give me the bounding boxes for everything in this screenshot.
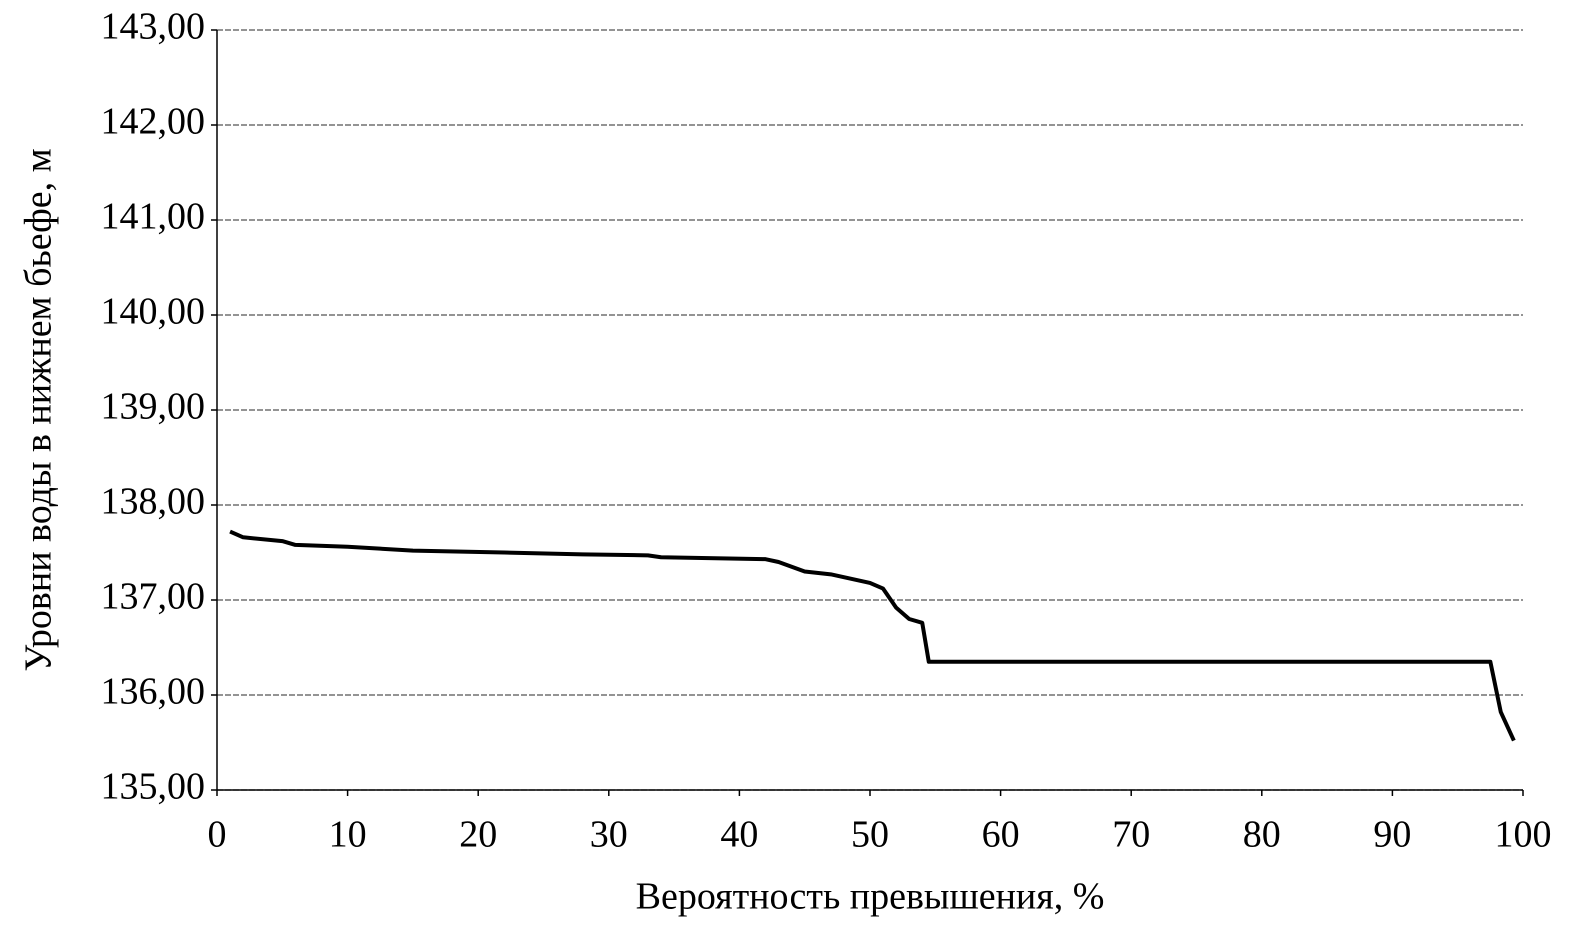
x-tick-label: 70: [1112, 814, 1150, 856]
y-tick-label: 135,00: [101, 766, 206, 808]
y-tick-label: 140,00: [101, 291, 206, 333]
x-tick-label: 50: [851, 814, 889, 856]
x-tick-label: 80: [1243, 814, 1281, 856]
y-axis-label: Уровни воды в нижнем бьефе, м: [18, 148, 60, 671]
x-tick-label: 0: [208, 814, 227, 856]
x-tick-label: 60: [982, 814, 1020, 856]
x-tick-label: 40: [720, 814, 758, 856]
y-tick-label: 143,00: [101, 6, 206, 48]
y-tick-label: 142,00: [101, 101, 206, 143]
x-tick-label: 100: [1495, 814, 1552, 856]
x-tick-label: 90: [1373, 814, 1411, 856]
x-tick-label: 30: [590, 814, 628, 856]
y-tick-label: 139,00: [101, 386, 206, 428]
x-tick-label: 20: [459, 814, 497, 856]
y-tick-label: 138,00: [101, 481, 206, 523]
y-tick-label: 136,00: [101, 671, 206, 713]
x-axis-label: Вероятность превышения, %: [636, 876, 1105, 918]
y-tick-label: 137,00: [101, 576, 206, 618]
x-tick-label: 10: [329, 814, 367, 856]
data-line: [229, 529, 1516, 742]
y-tick-label: 141,00: [101, 196, 206, 238]
